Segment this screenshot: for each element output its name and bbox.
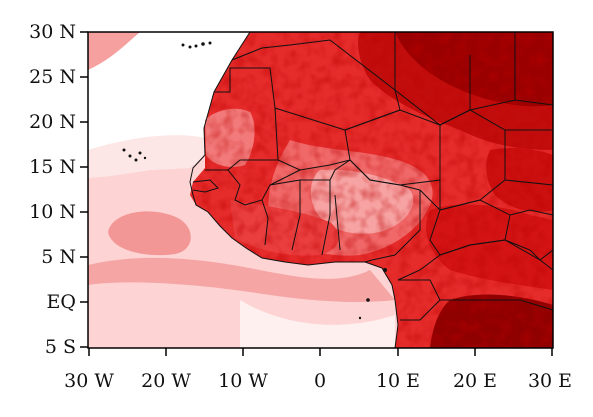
map-plot-area	[88, 32, 553, 348]
lon-label: 20 W	[141, 370, 191, 392]
lon-label: 30 E	[528, 370, 572, 392]
border-cameroon	[397, 189, 441, 281]
africa-coastline	[189, 32, 399, 348]
bioko-island	[383, 268, 387, 272]
lat-label: 20 N	[29, 111, 76, 133]
sao-tome-island	[366, 298, 370, 302]
capeverde-island	[128, 154, 132, 158]
lon-label: 30 W	[64, 370, 114, 392]
canary-island	[201, 42, 205, 46]
lon-label: 20 E	[453, 370, 497, 392]
border-mali	[274, 107, 351, 171]
latitude-axis	[80, 31, 88, 348]
canary-island	[208, 41, 212, 45]
capeverde-island	[143, 156, 147, 160]
coastline-and-borders	[189, 32, 553, 348]
islands	[122, 41, 387, 320]
lon-label: 10 W	[218, 370, 268, 392]
capeverde-island	[138, 151, 142, 155]
lon-label: 10 E	[376, 370, 420, 392]
lat-label: 5 N	[41, 246, 76, 268]
ocean-light-band	[88, 135, 205, 178]
border-sudan	[504, 32, 553, 186]
canary-island	[194, 44, 198, 48]
lon-label: 0	[314, 370, 326, 392]
coast-pink-strip	[88, 257, 395, 303]
border-senegal	[192, 179, 219, 193]
lat-label: 25 N	[29, 66, 76, 88]
capeverde-island	[134, 158, 138, 162]
capeverde-island	[122, 148, 126, 152]
lat-label: 15 N	[29, 156, 76, 178]
border-east	[504, 209, 553, 261]
border-westafrica	[227, 159, 351, 256]
land-texture	[190, 32, 553, 348]
lat-label: 10 N	[29, 201, 76, 223]
canary-island	[188, 45, 192, 49]
gulf-light-water	[240, 300, 395, 348]
lat-label: 30 N	[29, 21, 76, 43]
lat-label: EQ	[47, 291, 76, 313]
border-egypt	[469, 55, 553, 111]
annobon-island	[358, 316, 362, 320]
border-morocco	[231, 44, 291, 61]
canary-island	[181, 43, 185, 47]
ocean-dark-blob	[108, 211, 191, 256]
ocean-top-red	[88, 32, 140, 70]
border-nigeria	[349, 159, 421, 263]
longitude-labels: 30 W 20 W 10 W 0 10 E 20 E 30 E	[64, 370, 572, 392]
longitude-axis	[88, 348, 553, 356]
lat-label: 5 S	[45, 336, 76, 358]
latitude-labels: 30 N 25 N 20 N 15 N 10 N 5 N EQ 5 S	[29, 21, 76, 358]
